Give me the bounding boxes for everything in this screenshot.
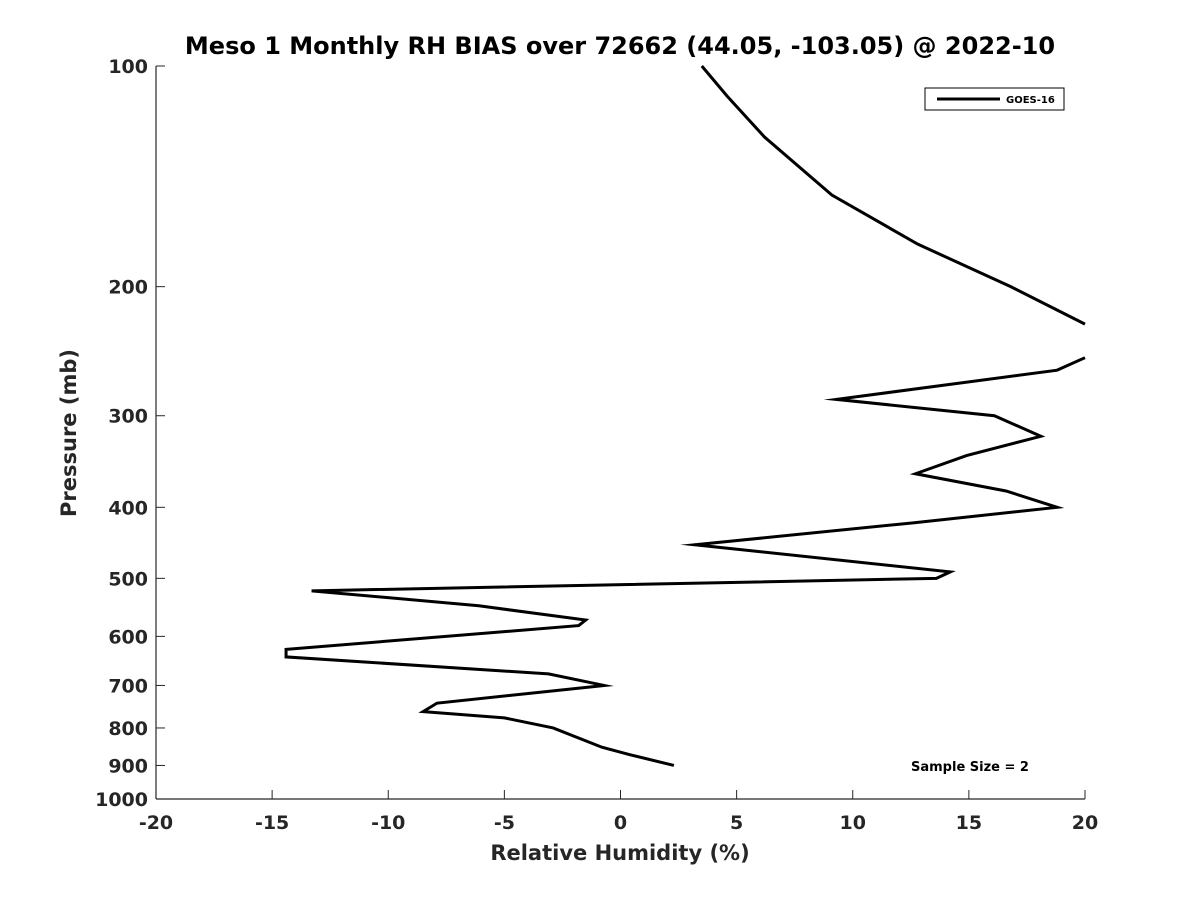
y-tick-label: 500 <box>108 568 148 590</box>
y-tick-label: 400 <box>108 497 148 519</box>
x-tick-label: 10 <box>840 812 866 834</box>
x-tick-label: -5 <box>494 812 515 834</box>
series-line-1 <box>284 356 1086 767</box>
x-axis-label: Relative Humidity (%) <box>490 841 749 865</box>
y-tick-label: 100 <box>108 56 148 78</box>
x-tick-label: 20 <box>1072 812 1098 834</box>
y-tick-label: 600 <box>108 626 148 648</box>
x-tick-label: 0 <box>614 812 627 834</box>
sample-size-annotation: Sample Size = 2 <box>911 760 1029 775</box>
axes: -20 -15 -10 -5 0 5 10 15 20 100 200 300 400 500 600 700… <box>95 56 1098 834</box>
y-axis-label: Pressure (mb) <box>57 349 81 517</box>
legend-label-goes-16: GOES-16 <box>1006 95 1055 106</box>
x-tick-label: -20 <box>139 812 173 834</box>
y-tick-label: 900 <box>108 755 148 777</box>
x-tick-label: -10 <box>371 812 405 834</box>
legend: GOES-16 <box>924 87 1065 111</box>
y-tick-label: 300 <box>108 406 148 428</box>
series-layer <box>284 65 1086 767</box>
x-tick-label: 15 <box>956 812 982 834</box>
y-tick-label: 200 <box>108 277 148 299</box>
x-tick-label: -15 <box>255 812 289 834</box>
y-tick-label: 800 <box>108 718 148 740</box>
chart-title: Meso 1 Monthly RH BIAS over 72662 (44.05… <box>185 32 1055 60</box>
y-tick-label: 700 <box>108 675 148 697</box>
y-tick-label: 1000 <box>95 789 148 811</box>
series-line-0 <box>700 65 1086 326</box>
x-tick-label: 5 <box>730 812 743 834</box>
